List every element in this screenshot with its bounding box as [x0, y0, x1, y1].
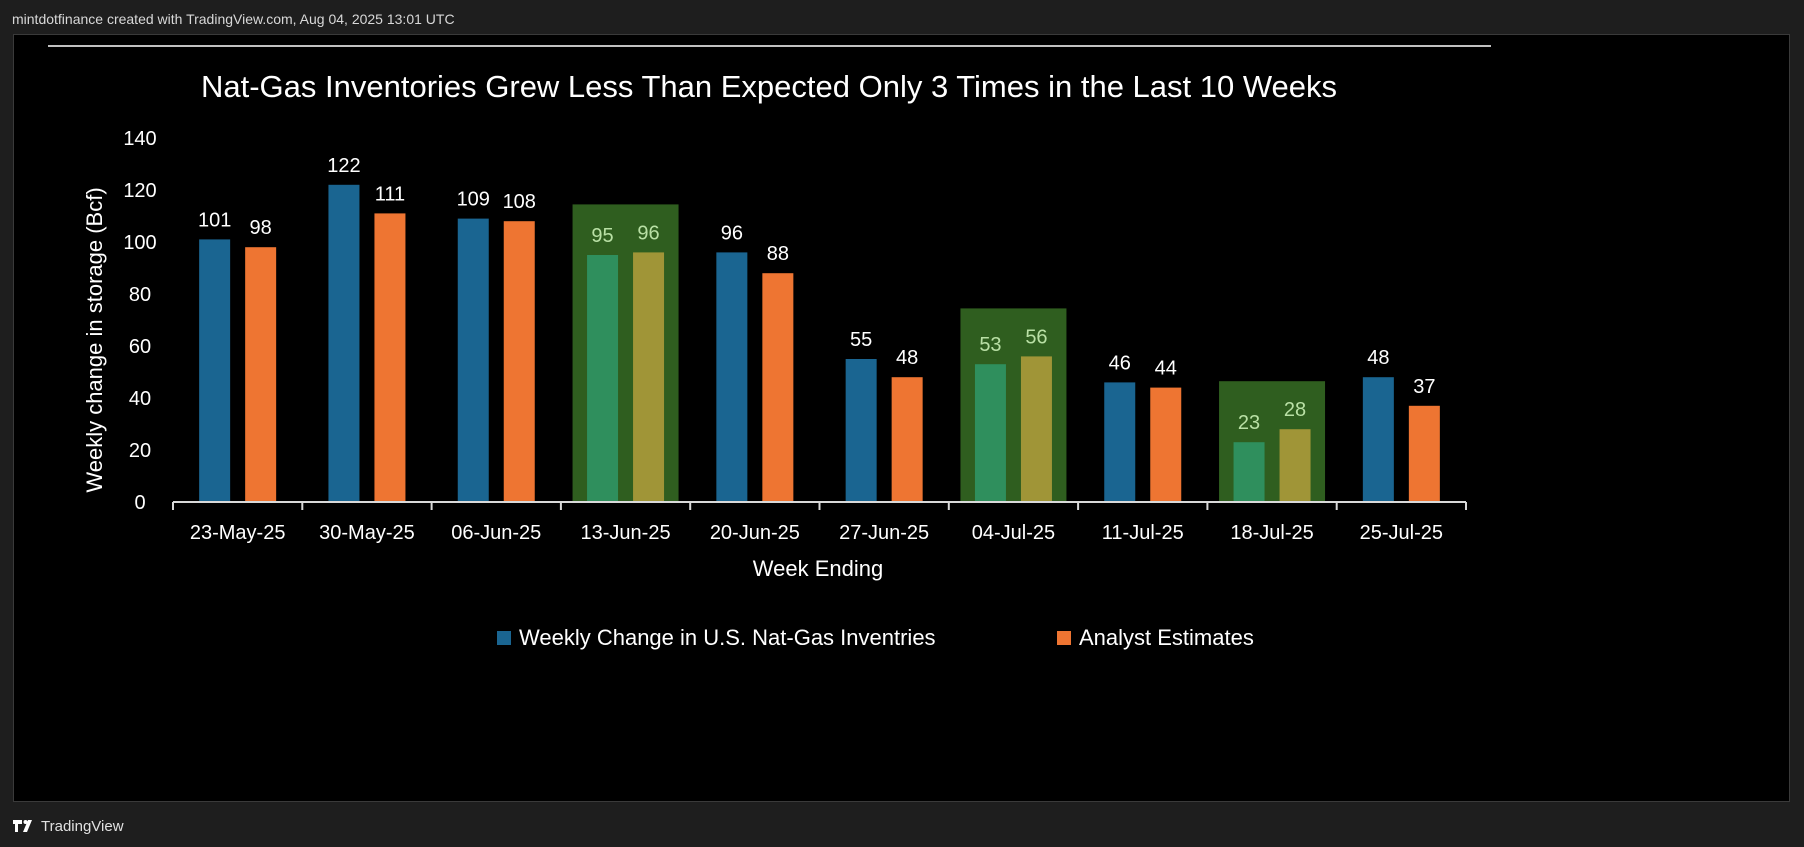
data-label: 56	[1025, 326, 1047, 348]
y-tick-label: 0	[134, 492, 145, 514]
bar-estimate	[1408, 405, 1440, 502]
y-tick-label: 100	[123, 232, 156, 254]
bar-actual	[845, 359, 877, 502]
legend-swatch-actual	[497, 631, 511, 645]
bar-estimate	[1150, 387, 1182, 502]
y-tick-label: 120	[123, 180, 156, 202]
data-label: 37	[1413, 376, 1435, 398]
y-axis-label: Weekly change in storage (Bcf)	[82, 187, 107, 492]
x-tick-label: 11-Jul-25	[1102, 522, 1184, 544]
data-label: 46	[1109, 352, 1131, 374]
footer-brand: TradingView	[41, 817, 124, 835]
bar-actual	[328, 184, 360, 503]
bar-estimate	[1020, 356, 1052, 502]
plot-area: 0 20 40 60 80 100 120 140 101 98 23-May-25 122 111 30…	[123, 128, 1467, 544]
bar-estimate	[762, 273, 794, 502]
bar-estimate	[633, 252, 665, 502]
bar-estimate	[1279, 429, 1311, 502]
bar-estimate	[245, 247, 277, 502]
data-label: 95	[591, 225, 613, 247]
data-label: 53	[979, 334, 1001, 356]
tradingview-logo-icon	[13, 820, 32, 832]
bar-actual	[1362, 377, 1394, 502]
bar-actual	[457, 218, 489, 502]
data-label: 122	[327, 155, 360, 177]
x-axis-label: Week Ending	[753, 556, 883, 581]
x-tick-label: 23-May-25	[190, 522, 286, 544]
y-tick-label: 80	[129, 284, 151, 306]
x-tick-label: 13-Jun-25	[581, 522, 671, 544]
data-label: 28	[1284, 399, 1306, 421]
bar-actual	[199, 239, 231, 502]
y-tick-label: 60	[129, 336, 151, 358]
bar-estimate	[891, 377, 923, 502]
bar-actual	[716, 252, 748, 502]
x-tick-label: 25-Jul-25	[1360, 522, 1443, 544]
bar-actual	[974, 364, 1006, 502]
x-tick-label: 06-Jun-25	[451, 522, 541, 544]
data-label: 23	[1238, 412, 1260, 434]
bar-estimate	[374, 213, 406, 502]
data-label: 108	[503, 191, 536, 213]
y-tick-label: 140	[123, 128, 156, 150]
bar-chart: Nat-Gas Inventories Grew Less Than Expec…	[48, 45, 1491, 650]
data-label: 48	[1367, 347, 1389, 369]
data-label: 88	[767, 243, 789, 265]
data-label: 55	[850, 329, 872, 351]
bar-actual	[1233, 442, 1265, 502]
legend: Weekly Change in U.S. Nat-Gas Inventries…	[497, 625, 1254, 650]
x-tick-label: 18-Jul-25	[1230, 522, 1313, 544]
legend-label: Weekly Change in U.S. Nat-Gas Inventries	[519, 625, 936, 650]
footer: TradingView	[13, 817, 124, 835]
chart-caption: mintdotfinance created with TradingView.…	[12, 11, 455, 27]
data-label: 96	[721, 222, 743, 244]
data-label: 48	[896, 347, 918, 369]
data-label: 96	[637, 222, 659, 244]
data-label: 44	[1155, 358, 1177, 380]
bar-actual	[1104, 382, 1136, 502]
chart-title: Nat-Gas Inventories Grew Less Than Expec…	[201, 69, 1337, 104]
y-tick-label: 20	[129, 440, 151, 462]
x-tick-label: 30-May-25	[319, 522, 415, 544]
bar-actual	[587, 255, 619, 502]
y-tick-label: 40	[129, 388, 151, 410]
chart-panel: Nat-Gas Inventories Grew Less Than Expec…	[13, 34, 1790, 802]
data-label: 98	[250, 217, 272, 239]
x-tick-label: 20-Jun-25	[710, 522, 800, 544]
legend-swatch-estimate	[1057, 631, 1071, 645]
x-tick-label: 04-Jul-25	[972, 522, 1055, 544]
data-label: 111	[375, 183, 405, 205]
bar-estimate	[503, 221, 535, 502]
data-label: 109	[457, 189, 490, 211]
x-tick-label: 27-Jun-25	[839, 522, 929, 544]
legend-label: Analyst Estimates	[1079, 625, 1254, 650]
data-label: 101	[198, 209, 231, 231]
